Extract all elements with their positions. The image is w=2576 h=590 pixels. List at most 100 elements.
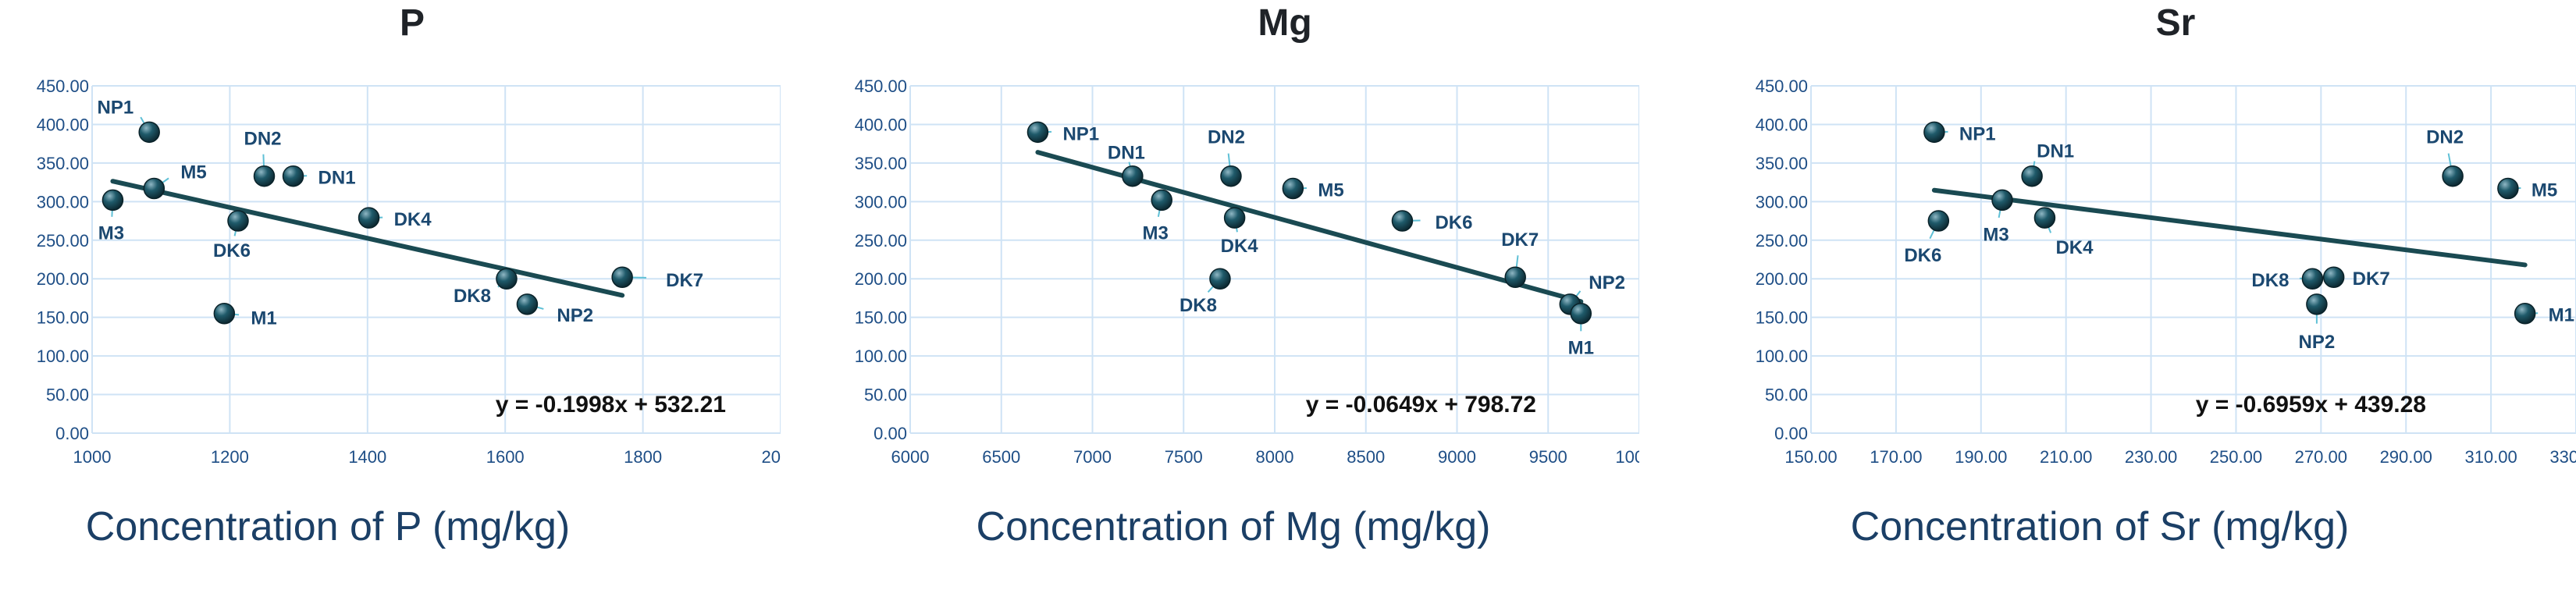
point-label: M5: [180, 162, 206, 183]
x-axis-label: Concentration of P (mg/kg): [85, 504, 571, 549]
y-tick-label: 100.00: [1756, 347, 1808, 366]
x-tick-label: 8000: [1256, 447, 1294, 467]
x-tick-label: 6500: [982, 447, 1020, 467]
y-tick-label: 250.00: [855, 231, 907, 251]
y-tick-label: 450.00: [855, 76, 907, 96]
data-point: [2021, 165, 2043, 187]
x-tick-label: 250.00: [2210, 447, 2262, 467]
point-label: DK8: [454, 286, 491, 307]
chart-svg: 0.00 50.00 100.00 150.00 200.00 250.00 300.00 3…: [37, 76, 781, 467]
chart-svg: 0.00 50.00 100.00 150.00 200.00 250.00 300.00 3…: [855, 76, 1639, 467]
x-tick-label: 9500: [1529, 447, 1567, 467]
point-label: M1: [251, 308, 276, 329]
data-point: [1570, 302, 1592, 325]
data-point: [1220, 165, 1242, 187]
point-label: NP1: [1959, 123, 1996, 144]
point-label: M5: [2532, 180, 2557, 201]
point-label: DK6: [1904, 245, 1941, 266]
point-label: DK4: [394, 209, 432, 230]
point-label: M3: [98, 222, 124, 243]
y-tick-label: 200.00: [37, 269, 89, 289]
chart-svg: 0.00 50.00 100.00 150.00 200.00 250.00 300.00 3…: [1756, 76, 2576, 467]
y-tick-label: 400.00: [37, 115, 89, 134]
x-tick-label: 7000: [1073, 447, 1112, 467]
point-label: DK8: [2251, 270, 2289, 291]
chart-title: Mg: [1258, 2, 1312, 44]
x-tick-label: 1000: [73, 447, 112, 467]
x-tick-label: 1400: [348, 447, 386, 467]
point-label: DN2: [2426, 127, 2464, 148]
y-tick-label: 200.00: [855, 269, 907, 289]
data-point: [358, 207, 380, 229]
point-label: DK7: [2353, 268, 2390, 290]
y-tick-label: 0.00: [55, 424, 89, 443]
y-tick-label: 350.00: [37, 154, 89, 173]
data-point: [1151, 189, 1172, 211]
point-label: DN2: [1208, 127, 1245, 148]
data-point: [253, 165, 276, 187]
point-label: DK4: [2055, 237, 2094, 258]
point-label: M3: [1143, 222, 1169, 243]
trendline-equation: y = -0.6959x + 439.28: [2196, 392, 2426, 418]
data-point: [1026, 121, 1049, 144]
data-point: [1282, 177, 1304, 200]
x-tick-label: 2000: [762, 447, 781, 467]
x-tick-label: 150.00: [1784, 447, 1837, 467]
data-point: [1991, 189, 2013, 211]
y-tick-label: 250.00: [1756, 231, 1808, 251]
x-tick-label: 290.00: [2380, 447, 2432, 467]
point-label: DK6: [1435, 212, 1472, 233]
point-label: DN1: [318, 168, 356, 189]
point-label: M1: [2549, 305, 2574, 326]
point-label: M1: [1568, 338, 1594, 359]
point-label: DK4: [1221, 236, 1259, 257]
point-label: M5: [1318, 180, 1343, 201]
point-label: DK8: [1179, 295, 1217, 316]
y-tick-label: 400.00: [855, 115, 907, 134]
x-tick-label: 7500: [1165, 447, 1203, 467]
trendline-equation: y = -0.0649x + 798.72: [1306, 392, 1536, 418]
point-label: NP2: [2299, 332, 2336, 353]
data-point: [1927, 210, 1950, 232]
y-tick-label: 50.00: [46, 386, 89, 405]
trendline-equation: y = -0.1998x + 532.21: [496, 392, 726, 418]
chart-title: Sr: [2155, 2, 2196, 44]
point-label: DK7: [1501, 229, 1539, 251]
point-label: DK6: [213, 240, 251, 261]
y-tick-label: 50.00: [1765, 386, 1808, 405]
y-tick-label: 300.00: [1756, 192, 1808, 211]
point-label: DN1: [2037, 141, 2074, 162]
trendline: [1931, 187, 2528, 268]
x-tick-label: 210.00: [2040, 447, 2092, 467]
y-tick-label: 100.00: [855, 347, 907, 366]
point-label: NP1: [98, 97, 134, 118]
y-tick-label: 300.00: [37, 192, 89, 211]
y-tick-label: 300.00: [855, 192, 907, 211]
point-label: NP2: [557, 305, 593, 326]
y-tick-label: 150.00: [1756, 308, 1808, 328]
data-point: [2306, 293, 2328, 315]
y-tick-label: 150.00: [855, 308, 907, 328]
y-tick-label: 350.00: [1756, 154, 1808, 173]
point-label: DN2: [244, 129, 281, 150]
data-point: [1209, 268, 1231, 290]
y-tick-label: 350.00: [855, 154, 907, 173]
data-point: [1223, 207, 1246, 229]
y-tick-label: 450.00: [37, 76, 89, 96]
y-tick-label: 0.00: [873, 424, 907, 443]
y-tick-label: 100.00: [37, 347, 89, 366]
data-point: [101, 189, 124, 211]
point-label: DN1: [1108, 143, 1145, 164]
data-point: [2442, 165, 2464, 187]
point-label: NP1: [1062, 123, 1099, 144]
panel-mg: Mg 0.00 50.00 100.00 150.00 200.00 250.00 300.…: [781, 0, 1639, 590]
y-tick-label: 200.00: [1756, 269, 1808, 289]
y-tick-label: 400.00: [1756, 115, 1808, 134]
x-axis-label: Concentration of Mg (mg/kg): [976, 504, 1491, 549]
point-label: NP2: [1589, 272, 1625, 293]
x-tick-label: 6000: [891, 447, 930, 467]
trendline: [110, 179, 625, 298]
data-point: [611, 266, 633, 288]
data-point: [227, 210, 249, 232]
